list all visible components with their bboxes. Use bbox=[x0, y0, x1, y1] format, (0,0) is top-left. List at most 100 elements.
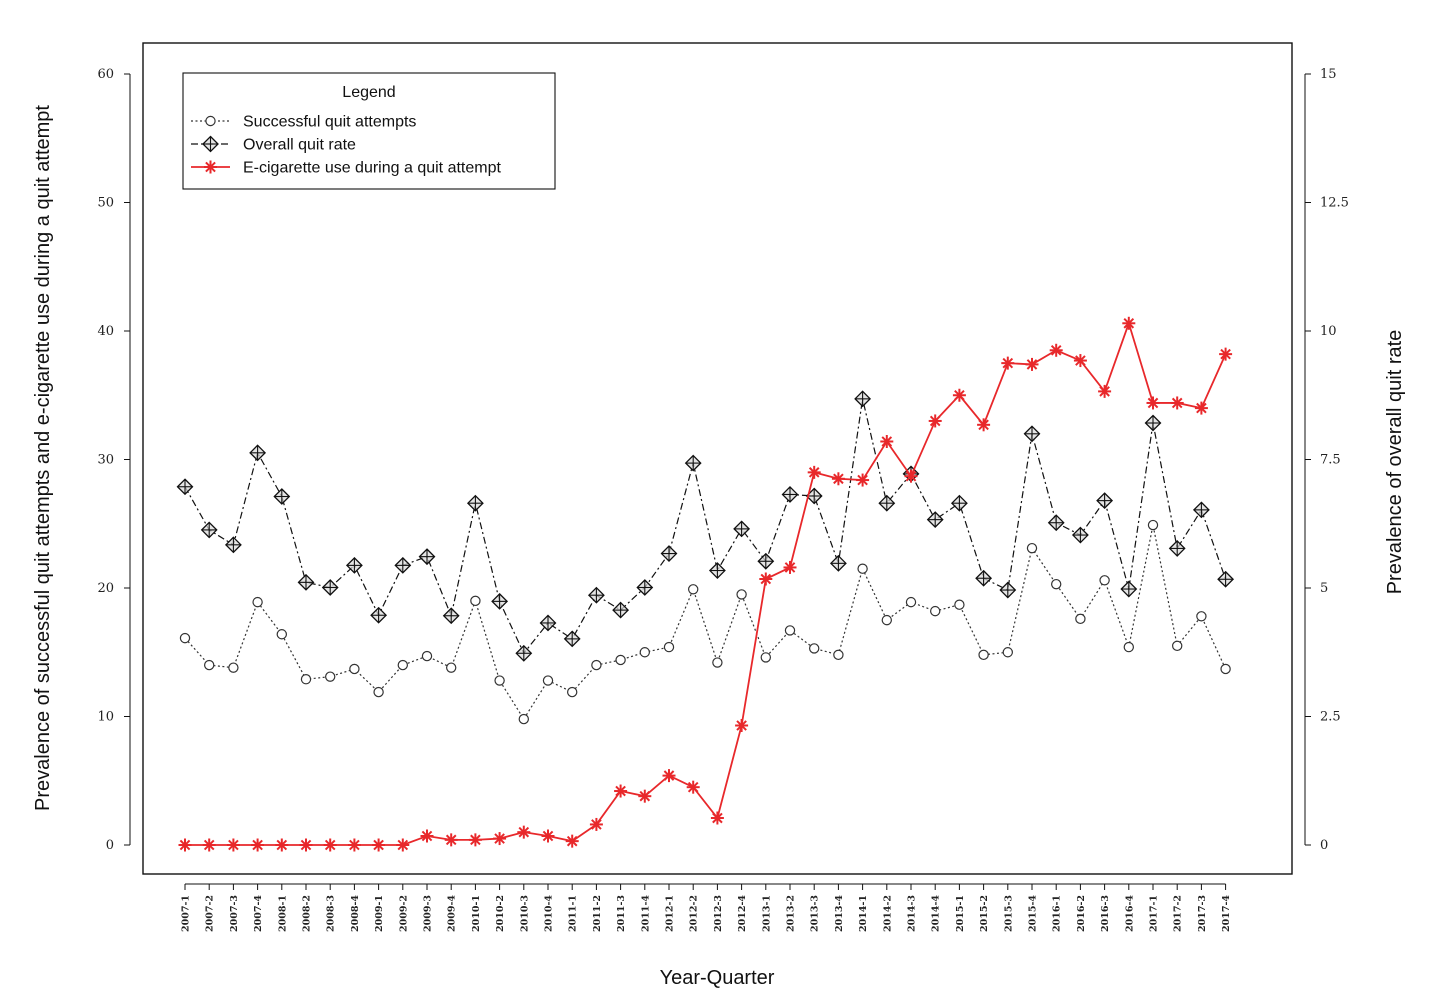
data-point bbox=[856, 473, 870, 487]
data-point bbox=[1219, 347, 1233, 361]
data-point bbox=[1168, 540, 1186, 557]
legend-label: Successful quit attempts bbox=[243, 114, 416, 131]
data-point bbox=[345, 556, 363, 574]
data-point bbox=[273, 488, 291, 505]
x-tick-label: 2013-1 bbox=[761, 895, 772, 932]
x-tick-label: 2015-4 bbox=[1028, 895, 1039, 932]
data-point bbox=[420, 829, 434, 843]
series-2 bbox=[176, 390, 1235, 662]
data-point bbox=[275, 838, 289, 852]
x-tick-label: 2010-2 bbox=[495, 895, 506, 932]
x-tick-label: 2010-4 bbox=[544, 895, 555, 932]
data-point bbox=[372, 838, 386, 852]
data-point bbox=[1099, 575, 1110, 586]
data-point bbox=[710, 811, 724, 825]
data-point bbox=[539, 614, 557, 632]
x-tick-label: 2016-4 bbox=[1124, 895, 1135, 932]
x-tick-label: 2015-3 bbox=[1003, 895, 1014, 932]
data-point bbox=[1049, 343, 1063, 357]
left-y-axis-title: Prevalence of successful quit attempts a… bbox=[32, 105, 54, 811]
data-point bbox=[565, 834, 579, 848]
x-axis: 2007-1 2007-2 2007-3 2007-4 2008-1 2008-2 2008… bbox=[181, 883, 1232, 932]
data-point bbox=[176, 478, 194, 496]
data-point bbox=[224, 536, 242, 554]
data-point bbox=[1071, 526, 1089, 544]
x-tick-label: 2011-2 bbox=[592, 895, 603, 932]
data-point bbox=[470, 595, 481, 607]
data-point bbox=[614, 784, 628, 798]
right-y-axis: 0 2.5 5 7.5 10 12.5 15 bbox=[1304, 67, 1349, 853]
x-tick-label: 2017-3 bbox=[1197, 895, 1208, 932]
data-point bbox=[297, 573, 315, 591]
data-point bbox=[444, 833, 458, 847]
data-point bbox=[833, 649, 844, 661]
data-point bbox=[857, 563, 868, 574]
data-point bbox=[807, 465, 821, 479]
left-y-tick-label: 20 bbox=[97, 581, 114, 596]
x-tick-label: 2014-4 bbox=[931, 895, 942, 932]
right-y-tick-label: 0 bbox=[1320, 838, 1328, 853]
data-point bbox=[1050, 578, 1062, 590]
data-point bbox=[928, 414, 942, 428]
legend-box bbox=[182, 72, 556, 190]
data-point bbox=[1146, 396, 1160, 410]
data-point bbox=[1196, 611, 1207, 622]
data-point bbox=[418, 548, 436, 566]
data-point bbox=[226, 838, 240, 852]
x-tick-label: 2008-3 bbox=[326, 895, 337, 932]
x-tick-label: 2014-2 bbox=[882, 895, 893, 932]
data-point bbox=[952, 388, 966, 402]
data-point bbox=[446, 662, 457, 673]
data-point bbox=[878, 494, 896, 512]
data-point bbox=[300, 674, 312, 685]
data-point bbox=[491, 592, 509, 610]
data-point bbox=[517, 825, 531, 839]
data-point bbox=[783, 560, 797, 574]
x-tick-label: 2012-1 bbox=[665, 895, 676, 932]
x-tick-label: 2012-3 bbox=[713, 895, 724, 932]
data-point bbox=[809, 643, 820, 654]
data-point bbox=[781, 486, 799, 503]
data-point bbox=[589, 817, 603, 831]
x-tick-label: 2009-4 bbox=[447, 895, 458, 932]
data-point bbox=[373, 686, 384, 698]
data-point bbox=[612, 601, 630, 619]
data-point bbox=[688, 584, 699, 595]
data-point bbox=[904, 469, 918, 483]
data-point bbox=[829, 554, 847, 572]
data-point bbox=[760, 652, 772, 663]
data-point bbox=[638, 789, 652, 803]
data-point bbox=[663, 641, 675, 653]
data-point bbox=[200, 521, 218, 539]
x-tick-label: 2008-1 bbox=[277, 895, 288, 932]
series-3 bbox=[178, 316, 1233, 852]
data-point bbox=[735, 718, 749, 732]
data-point bbox=[662, 769, 676, 783]
data-point bbox=[1170, 396, 1184, 410]
data-point bbox=[1194, 401, 1208, 415]
data-point bbox=[1122, 316, 1136, 330]
data-point bbox=[541, 829, 555, 843]
data-point bbox=[394, 556, 412, 574]
x-tick-label: 2010-1 bbox=[471, 895, 482, 932]
x-tick-label: 2008-4 bbox=[350, 895, 361, 932]
data-point bbox=[493, 832, 507, 846]
legend-entries: Successful quit attempts Overall quit rat… bbox=[191, 114, 501, 177]
left-y-tick-label: 60 bbox=[97, 67, 114, 82]
data-point bbox=[563, 630, 581, 648]
data-point bbox=[202, 838, 216, 852]
data-point bbox=[321, 579, 339, 596]
x-tick-label: 2016-3 bbox=[1100, 895, 1111, 932]
data-point bbox=[708, 562, 726, 579]
data-point bbox=[299, 838, 313, 852]
data-point bbox=[202, 135, 219, 153]
data-point bbox=[251, 838, 265, 852]
data-point bbox=[397, 659, 408, 671]
x-tick-label: 2009-1 bbox=[374, 895, 385, 932]
data-point bbox=[1002, 647, 1014, 658]
data-point bbox=[636, 579, 654, 596]
data-point bbox=[466, 494, 484, 512]
data-point bbox=[954, 599, 965, 610]
x-tick-label: 2013-3 bbox=[810, 895, 821, 932]
